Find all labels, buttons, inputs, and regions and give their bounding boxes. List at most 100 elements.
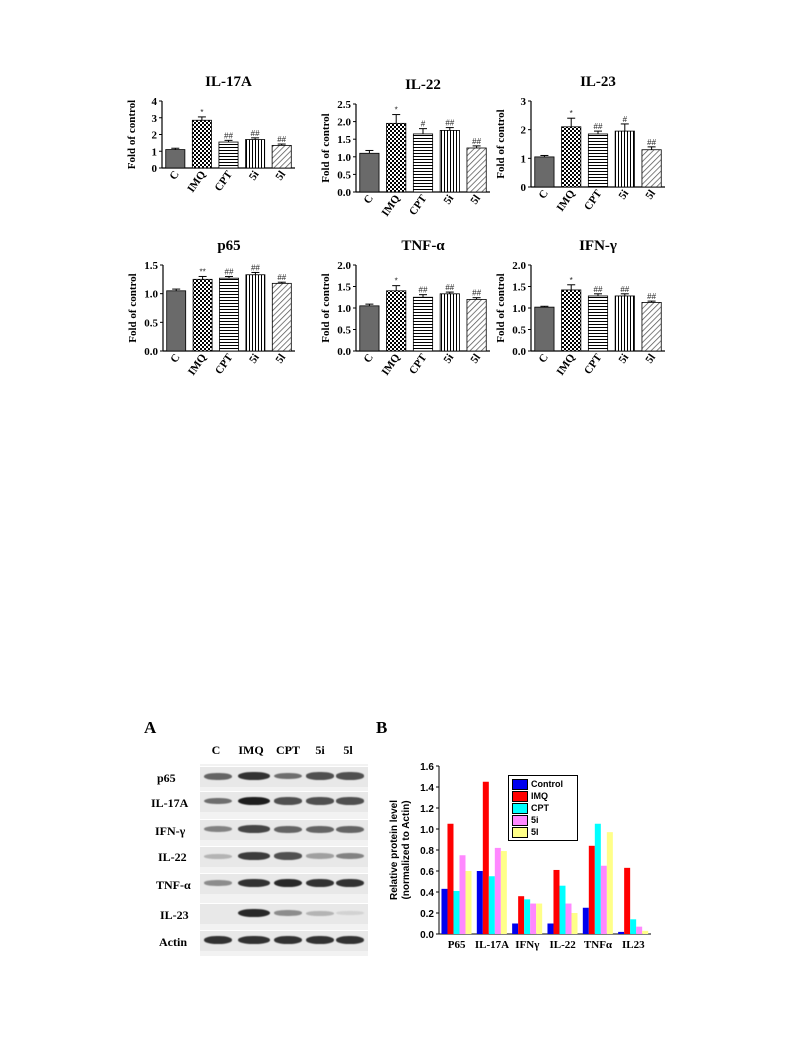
x-tick-label: 5i [247,352,262,366]
blot-band [336,825,364,833]
y-tick-label: 1 [521,153,527,165]
bar [218,141,239,169]
legend-swatch [512,778,528,790]
y-tick-label: 1 [152,146,158,158]
blot-band [274,878,302,888]
bar [219,277,239,352]
x-tick-label: IMQ [555,351,578,377]
bar [482,781,489,934]
blot-band [204,825,232,833]
x-tick-label: C [168,352,182,365]
y-tick-label: 2 [521,125,527,137]
significance-label: ## [472,137,481,146]
bar [476,871,483,934]
bar [600,865,607,934]
bar [536,903,543,934]
y-tick-label: 0.5 [337,169,351,181]
significance-label: ## [647,292,656,301]
significance-label: * [570,276,573,285]
y-tick-label: 2.5 [337,99,351,111]
bar [614,295,635,352]
bar [630,919,637,934]
bar [561,126,582,188]
y-axis-label: Fold of control [320,273,332,342]
bar [512,923,519,934]
y-axis-label: Fold of control [495,273,507,342]
bar [386,122,407,193]
blot-row-label: IL-23 [160,908,189,922]
y-tick-label: 1.5 [337,134,351,146]
bar [587,133,609,188]
bar [441,888,448,934]
bar [245,274,266,352]
blot-row-label: IL-17A [151,796,189,810]
bar [271,282,292,352]
x-tick-label: 5l [468,352,483,366]
bar [641,302,662,352]
bar [553,869,560,934]
y-tick-label: 1.0 [337,303,351,315]
bar [459,855,466,934]
x-tick-label: C [536,188,550,201]
blot-band [274,935,302,945]
lane-label: 5i [315,743,325,757]
significance-label: * [395,106,398,115]
significance-label: ## [594,122,603,131]
chart-legend: Control IMQ CPT 5i 5l [508,775,578,841]
lane-label: C [211,743,221,757]
panel-a-letter: A [144,718,157,737]
blot-band [238,825,270,833]
bar [636,926,643,934]
x-tick-label: 5l [643,352,658,366]
blot-band [336,852,364,860]
bar [561,289,582,352]
y-tick-label: 0.5 [144,317,158,329]
western-blot-image [200,764,368,956]
lane-label: CPT [276,743,300,757]
bar [465,871,472,934]
bar [412,133,434,193]
bar [271,144,292,169]
bar [245,139,266,169]
blot-band [204,880,232,886]
legend-label: 5i [531,815,539,825]
legend-swatch [512,814,528,826]
significance-label: ## [647,138,656,147]
x-tick-label: CPT [407,192,430,217]
blot-band [238,796,270,806]
bar [582,907,589,934]
x-tick-label: IMQ [380,192,403,218]
bar [547,923,554,934]
y-tick-label: 1.0 [512,303,526,315]
y-tick-label: 0 [521,182,527,194]
blot-band [306,825,334,833]
significance-label: ## [472,289,481,298]
bar [559,885,566,934]
y-tick-label: 1.0 [337,152,351,164]
y-tick-label: 0.0 [337,187,351,199]
x-tick-label: C [536,352,550,365]
x-tick-label: 5i [617,188,632,202]
y-tick-label: 1.5 [144,260,158,272]
bar [488,876,495,934]
bar [165,149,186,169]
chart-title: TNF-α [401,238,445,254]
blot-band [274,772,302,780]
x-tick-label: CPT [582,351,605,376]
chart-title: IL-17A [205,74,252,90]
blot-band [306,910,334,916]
blot-band [238,878,270,888]
x-tick-label: TNFα [584,939,613,951]
legend-label: CPT [531,803,549,813]
chart-title: IL-22 [405,77,441,93]
blot-band [336,797,364,805]
bar [386,290,407,352]
y-axis-label: Fold of control [127,273,139,342]
significance-label: ## [445,283,454,292]
blot-row-label: Actin [159,935,187,949]
blot-band [306,935,334,945]
bar [624,867,631,934]
legend-swatch [512,790,528,802]
blot-band [336,935,364,945]
y-tick-label: 1.5 [337,282,351,294]
